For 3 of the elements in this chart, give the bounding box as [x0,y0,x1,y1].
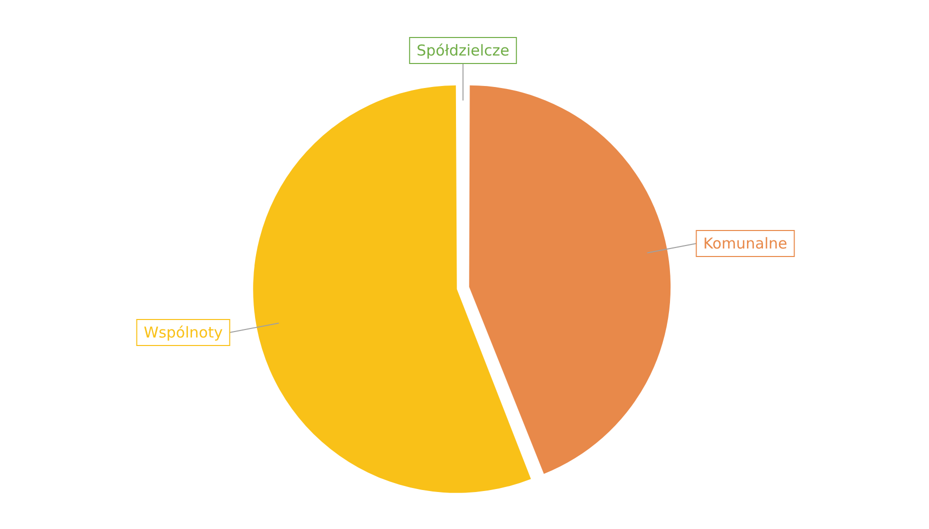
category-label: Spółdzielcze [416,41,510,60]
slice-label: Komunalne [703,234,788,252]
slice-label: Wspólnoty [144,323,223,342]
